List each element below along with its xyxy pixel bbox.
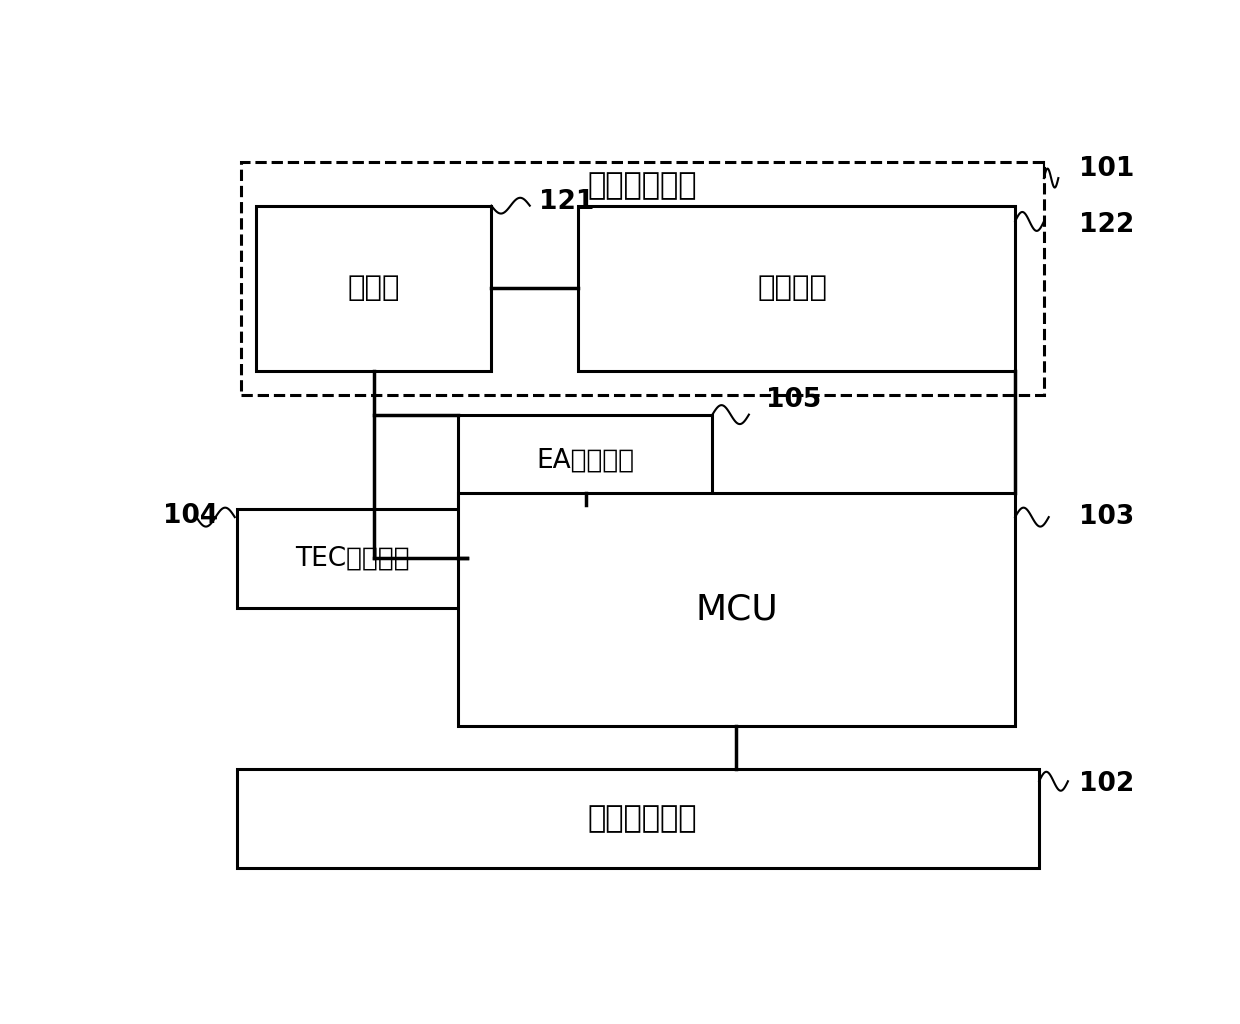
Bar <box>458 415 713 505</box>
Text: MCU: MCU <box>696 592 777 627</box>
Bar <box>242 162 1044 395</box>
Text: 激光接收单元: 激光接收单元 <box>588 804 697 833</box>
Bar <box>578 206 1016 372</box>
Text: 驱动电路: 驱动电路 <box>758 274 827 302</box>
Text: 103: 103 <box>1080 504 1135 530</box>
Bar <box>458 494 1016 726</box>
Text: 101: 101 <box>1080 156 1135 181</box>
Text: TEC控制电路: TEC控制电路 <box>295 545 409 571</box>
Text: EA偏置电路: EA偏置电路 <box>537 447 635 473</box>
Bar <box>237 509 467 608</box>
Bar <box>237 769 1039 868</box>
Text: 104: 104 <box>162 503 218 528</box>
Bar <box>255 206 491 372</box>
Text: 激光发射单元: 激光发射单元 <box>588 171 697 201</box>
Text: 105: 105 <box>766 387 821 414</box>
Text: 激光器: 激光器 <box>348 274 401 302</box>
Text: 121: 121 <box>539 188 595 215</box>
Text: 102: 102 <box>1080 771 1135 797</box>
Text: 122: 122 <box>1080 212 1135 239</box>
